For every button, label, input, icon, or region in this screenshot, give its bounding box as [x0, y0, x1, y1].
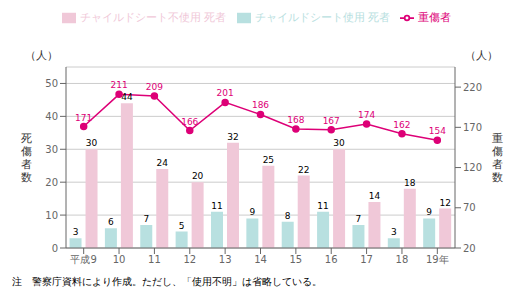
svg-text:18: 18	[396, 254, 409, 265]
svg-text:40: 40	[45, 111, 58, 122]
svg-text:14: 14	[254, 254, 267, 265]
svg-text:220: 220	[463, 82, 482, 93]
svg-text:11: 11	[211, 201, 222, 211]
svg-text:201: 201	[217, 88, 234, 98]
svg-text:14: 14	[369, 191, 381, 201]
svg-text:186: 186	[252, 100, 269, 110]
svg-text:（人）: （人）	[25, 49, 58, 62]
svg-text:70: 70	[463, 202, 476, 213]
svg-text:12: 12	[183, 254, 196, 265]
svg-text:13: 13	[219, 254, 232, 265]
svg-text:7: 7	[143, 214, 149, 224]
svg-text:3: 3	[73, 227, 79, 237]
html-text:チャイルドシート不使用 死者: チャイルドシート不使用 死者	[80, 11, 227, 24]
svg-text:16: 16	[325, 254, 338, 265]
svg-text:211: 211	[110, 80, 127, 90]
svg-text:166: 166	[181, 117, 198, 127]
svg-text:5: 5	[179, 221, 185, 231]
svg-text:174: 174	[358, 110, 375, 120]
svg-text:10: 10	[45, 210, 58, 221]
svg-text:22: 22	[298, 165, 309, 175]
svg-text:44: 44	[121, 92, 133, 102]
svg-text:死傷者数: 死傷者数	[21, 132, 32, 184]
svg-text:32: 32	[227, 132, 238, 142]
svg-text:3: 3	[391, 227, 397, 237]
svg-text:30: 30	[333, 138, 345, 148]
svg-text:168: 168	[287, 115, 304, 125]
svg-text:17: 17	[360, 254, 373, 265]
svg-text:9: 9	[426, 207, 432, 217]
svg-text:平成9: 平成9	[70, 254, 96, 265]
svg-text:6: 6	[108, 217, 114, 227]
svg-text:（人）: （人）	[465, 49, 498, 62]
svg-text:171: 171	[75, 113, 92, 123]
svg-text:25: 25	[263, 155, 274, 165]
html-text:注 警察庁資料により作成。ただし、「使用不明」は省略している: 注 警察庁資料により作成。ただし、「使用不明」は省略している。	[12, 276, 322, 287]
svg-text:0: 0	[52, 243, 58, 254]
svg-text:11: 11	[317, 201, 328, 211]
svg-text:24: 24	[157, 158, 169, 168]
svg-text:30: 30	[86, 138, 98, 148]
svg-text:50: 50	[45, 78, 58, 89]
svg-text:18: 18	[404, 178, 416, 188]
svg-text:20: 20	[45, 177, 58, 188]
svg-text:9: 9	[249, 207, 255, 217]
svg-text:209: 209	[146, 82, 163, 92]
svg-text:120: 120	[463, 162, 482, 173]
html-text:重傷者: 重傷者	[418, 11, 451, 24]
svg-text:12: 12	[439, 198, 450, 208]
svg-text:170: 170	[463, 122, 482, 133]
svg-text:20: 20	[463, 243, 476, 254]
svg-text:154: 154	[429, 126, 446, 136]
svg-text:重傷者数: 重傷者数	[492, 132, 503, 184]
svg-text:20: 20	[192, 171, 204, 181]
svg-text:7: 7	[356, 214, 362, 224]
svg-text:10: 10	[113, 254, 126, 265]
svg-text:15: 15	[289, 254, 302, 265]
html-text:チャイルドシート使用 死者: チャイルドシート使用 死者	[254, 11, 390, 24]
svg-text:11: 11	[148, 254, 161, 265]
svg-text:167: 167	[323, 116, 340, 126]
svg-text:30: 30	[45, 144, 58, 155]
svg-text:162: 162	[393, 120, 410, 130]
svg-text:19年: 19年	[426, 254, 449, 265]
svg-text:8: 8	[285, 211, 291, 221]
